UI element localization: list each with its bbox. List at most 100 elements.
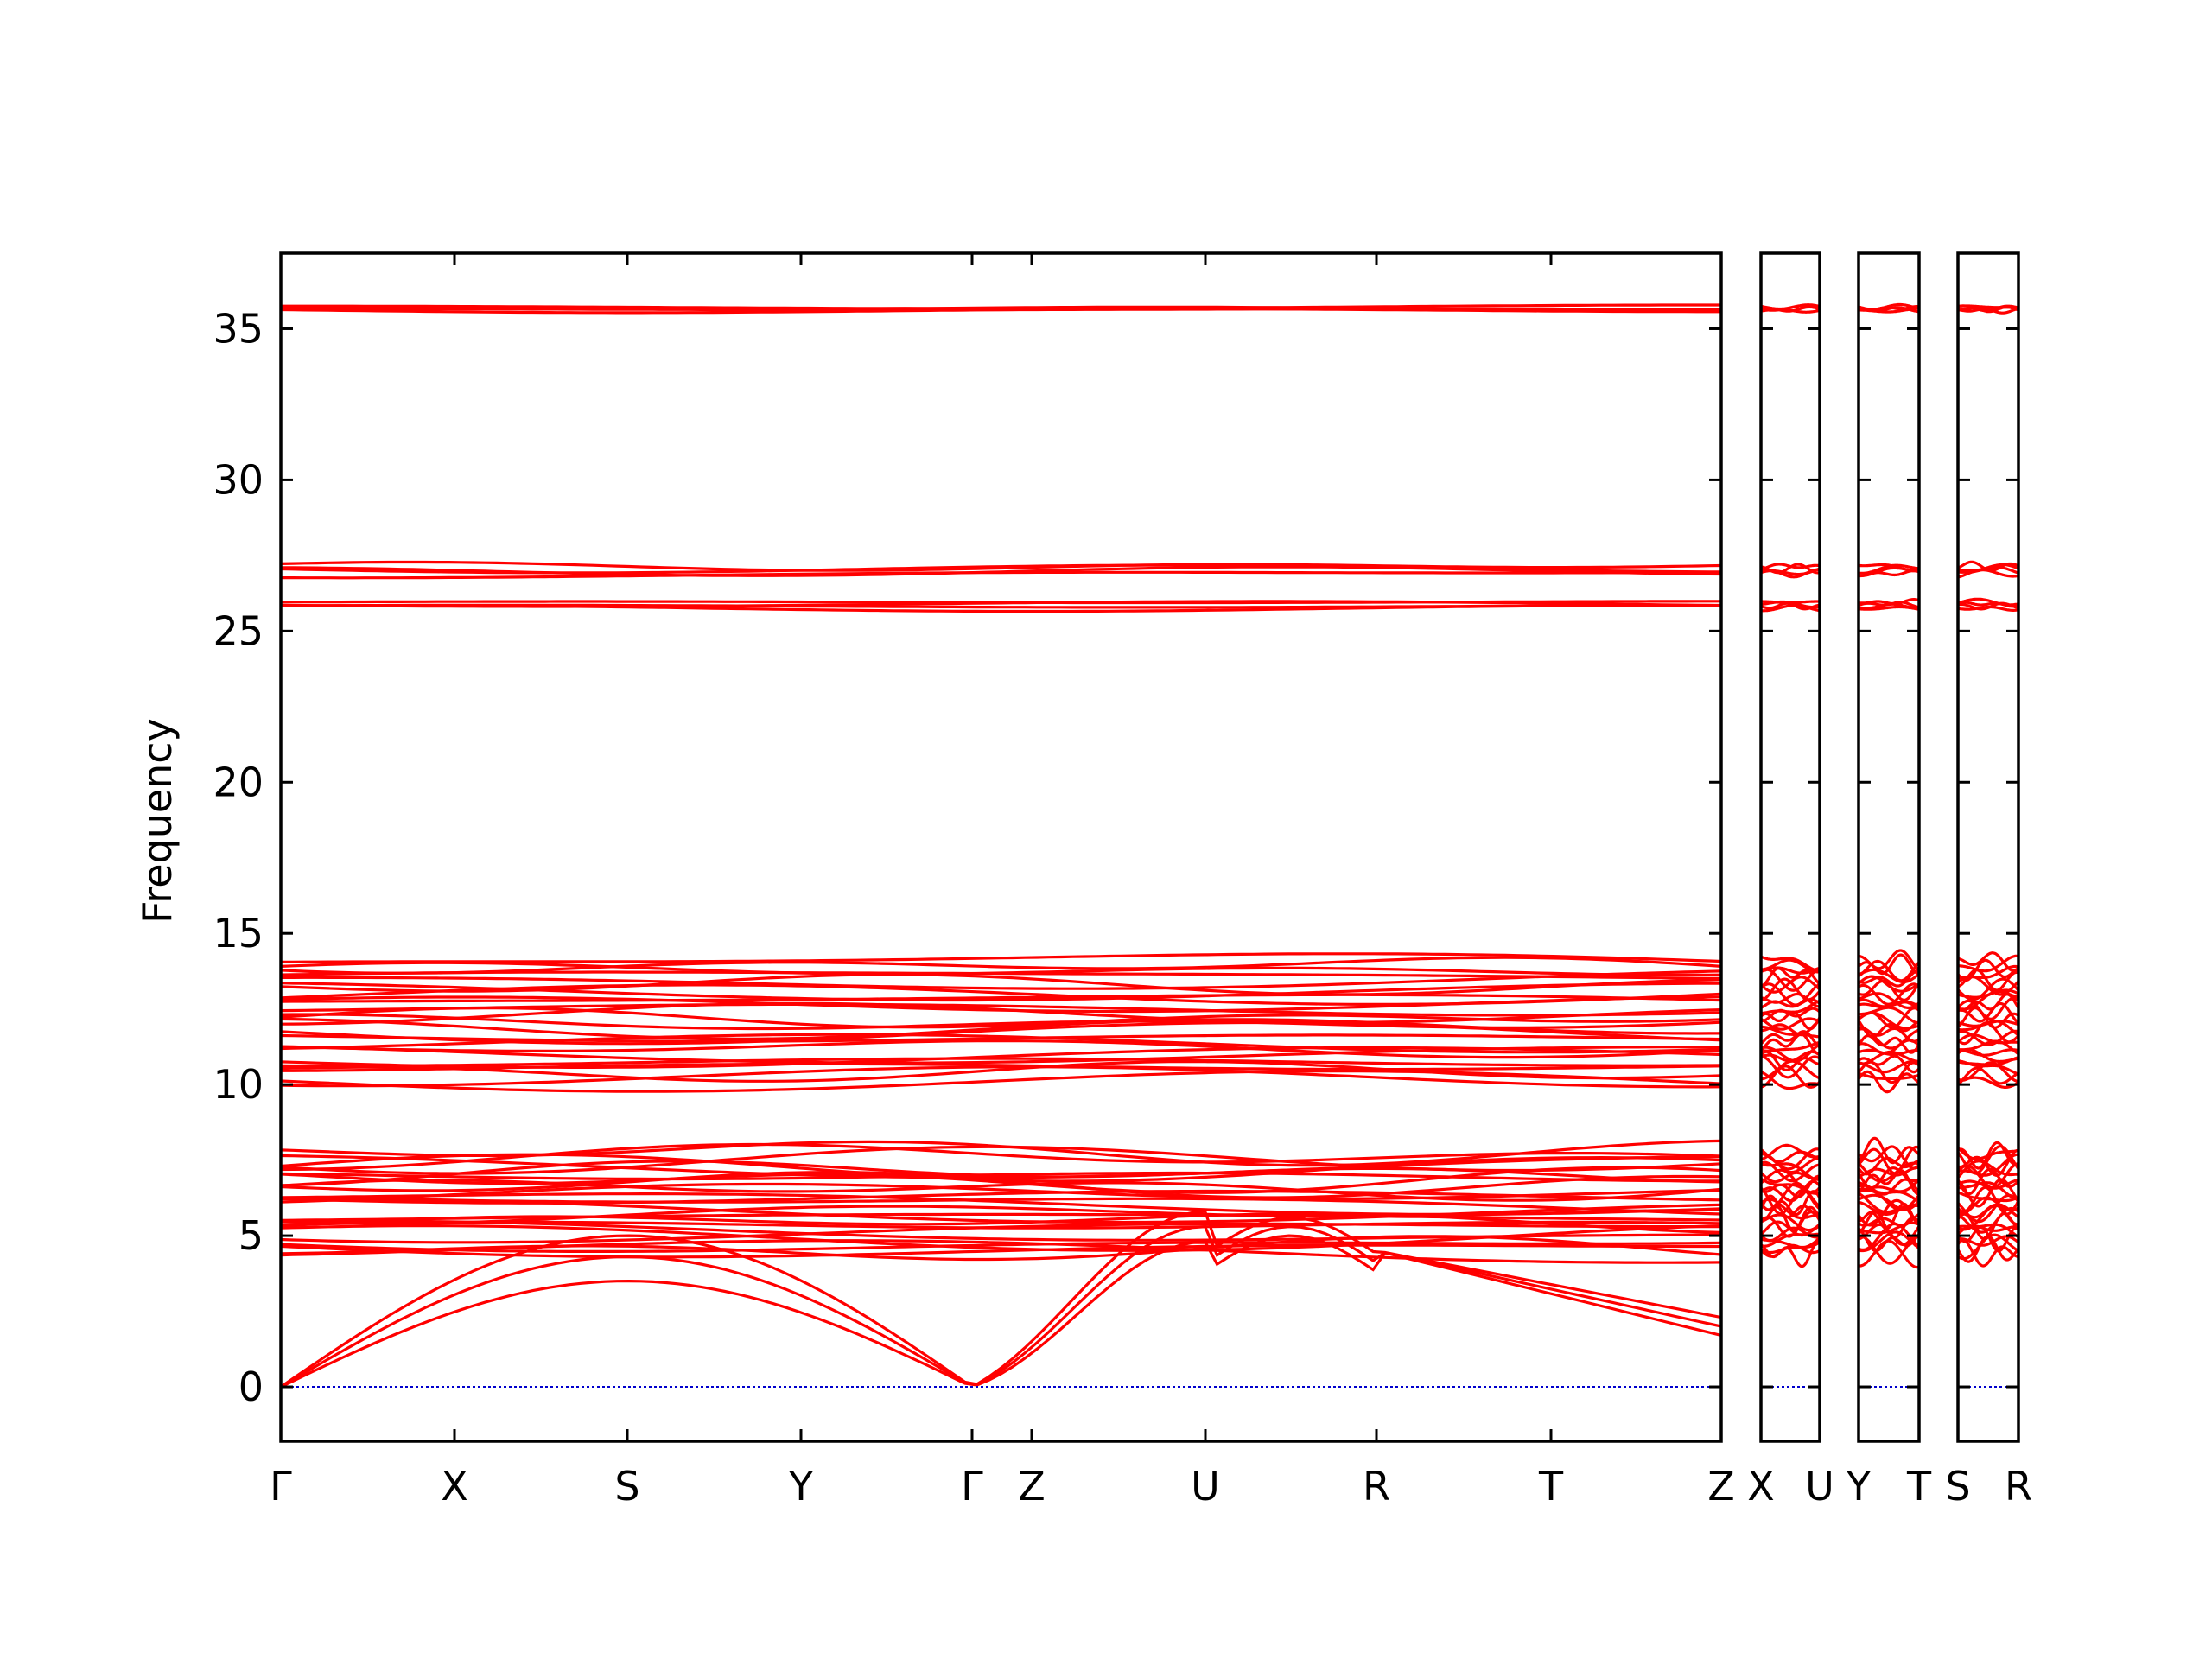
band-low-p0-7: [281, 1220, 1721, 1230]
panel-frame: [1956, 251, 2020, 1443]
band-26-p0-3: [281, 600, 1721, 605]
band-mid-p3-23: [1958, 958, 2018, 982]
band-low-p2-10: [1859, 1198, 1919, 1227]
band-low-p0-14: [281, 1189, 1721, 1205]
band-mid-p1-23: [1761, 966, 1820, 975]
band-mid-p0-4: [281, 1057, 1721, 1068]
band-low-p0-13: [281, 1192, 1721, 1216]
axis-ticks: [279, 253, 2020, 1441]
band-mid-p0-25: [281, 952, 1721, 963]
band-low-p3-13: [1958, 1185, 2018, 1216]
y-tick-label: 15: [213, 910, 264, 957]
band-mid-p0-24: [281, 956, 1721, 975]
x-tick-label: R: [1363, 1463, 1390, 1510]
band-low-p0-3: [281, 1241, 1721, 1253]
band-mid-p1-15: [1761, 999, 1820, 1015]
band-mid-p3-14: [1958, 1001, 2018, 1025]
band-mid-p1-21: [1761, 968, 1820, 992]
y-tick-label: 0: [238, 1363, 264, 1410]
panel-frames: [279, 251, 2020, 1443]
band-low-p2-7: [1859, 1211, 1919, 1239]
y-tick-label: 25: [213, 607, 264, 654]
panel-frame: [1759, 251, 1821, 1443]
band-low-p1-25: [1761, 1143, 1820, 1161]
band-mid-p2-22: [1859, 968, 1919, 984]
band-26-p2-3: [1859, 598, 1919, 606]
band-mid-p0-20: [281, 973, 1721, 996]
band-low-p2-13: [1859, 1193, 1919, 1211]
panel-frame: [279, 251, 1723, 1443]
band-low-p0-12: [281, 1197, 1721, 1216]
x-tick-label: T: [1906, 1463, 1932, 1510]
band-low-p2-23: [1859, 1145, 1919, 1175]
band-low-p3-6: [1958, 1223, 2018, 1239]
band-mid-p0-2: [281, 1060, 1721, 1083]
x-tick-label: Y: [788, 1463, 814, 1510]
band-low-p3-2: [1958, 1233, 2018, 1261]
band-27-p0-2: [281, 563, 1721, 575]
band-mid-p2-3: [1859, 1059, 1919, 1074]
band-27-p2-3: [1859, 563, 1919, 573]
band-low-p1-16: [1761, 1174, 1820, 1198]
band-low-p1-24: [1761, 1148, 1820, 1164]
band-mid-p0-15: [281, 1002, 1721, 1017]
band-27-p0-3: [281, 560, 1721, 572]
band-mid-p2-21: [1859, 969, 1919, 988]
band-mid-p1-20: [1761, 976, 1820, 994]
bands-layer: [281, 302, 2018, 1389]
x-tick-label: S: [1945, 1463, 1970, 1510]
band-mid-p2-4: [1859, 1054, 1919, 1074]
band-mid-p2-1: [1859, 1071, 1919, 1081]
x-tick-label: R: [2005, 1463, 2032, 1510]
band-low-p2-20: [1859, 1166, 1919, 1179]
band-mid-p3-9: [1958, 1029, 2018, 1046]
band-top-p0-3: [281, 303, 1721, 310]
band-mid-p0-0: [281, 1070, 1721, 1093]
band-26-p0-1: [281, 603, 1721, 609]
x-tick-label: Z: [1707, 1463, 1735, 1510]
band-mid-p0-1: [281, 1065, 1721, 1089]
band-low-p2-14: [1859, 1189, 1919, 1211]
band-mid-p3-24: [1958, 954, 2018, 973]
x-tick-label: X: [1747, 1463, 1775, 1510]
band-low-p1-10: [1761, 1198, 1820, 1220]
band-mid-p3-6: [1958, 1048, 2018, 1057]
band-26-p3-3: [1958, 597, 2018, 607]
band-low-p0-15: [281, 1182, 1721, 1204]
band-low-p0-2: [281, 1243, 1721, 1259]
band-low-p3-25: [1958, 1147, 2018, 1160]
band-mid-p1-8: [1761, 1033, 1820, 1055]
band-low-p3-0: [1958, 1238, 2018, 1268]
band-27-p1-3: [1761, 563, 1820, 571]
band-mid-p1-18: [1761, 982, 1820, 1007]
band-low-p2-25: [1859, 1136, 1919, 1165]
band-mid-p0-21: [281, 969, 1721, 990]
x-tick-label: Y: [1846, 1463, 1872, 1510]
panel-frame: [1857, 251, 1921, 1443]
band-mid-p3-7: [1958, 1039, 2018, 1056]
band-mid-p1-12: [1761, 1017, 1820, 1031]
x-tick-label: Γ: [270, 1463, 292, 1510]
band-low-p0-25: [281, 1139, 1721, 1167]
band-low-p2-24: [1859, 1145, 1919, 1170]
x-tick-label: Z: [1018, 1463, 1046, 1510]
x-tick-label: S: [614, 1463, 639, 1510]
band-mid-p2-16: [1859, 998, 1919, 1009]
band-top-p2-3: [1859, 302, 1919, 311]
band-mid-p3-2: [1958, 1061, 2018, 1084]
band-27-p3-3: [1958, 560, 2018, 572]
band-low-p3-16: [1958, 1181, 2018, 1201]
band-mid-p2-25: [1859, 949, 1919, 971]
band-mid-p1-14: [1761, 1007, 1820, 1022]
band-low-p0-16: [281, 1179, 1721, 1202]
y-tick-label: 5: [238, 1212, 264, 1259]
band-top-p1-3: [1761, 303, 1820, 311]
band-mid-p1-17: [1761, 992, 1820, 1008]
x-tick-label: U: [1805, 1463, 1834, 1510]
band-acoustic-1: [281, 1224, 1721, 1389]
x-tick-label: Γ: [961, 1463, 983, 1510]
band-low-p1-8: [1761, 1213, 1820, 1232]
band-low-p3-22: [1958, 1148, 2018, 1178]
band-low-p1-9: [1761, 1205, 1820, 1232]
